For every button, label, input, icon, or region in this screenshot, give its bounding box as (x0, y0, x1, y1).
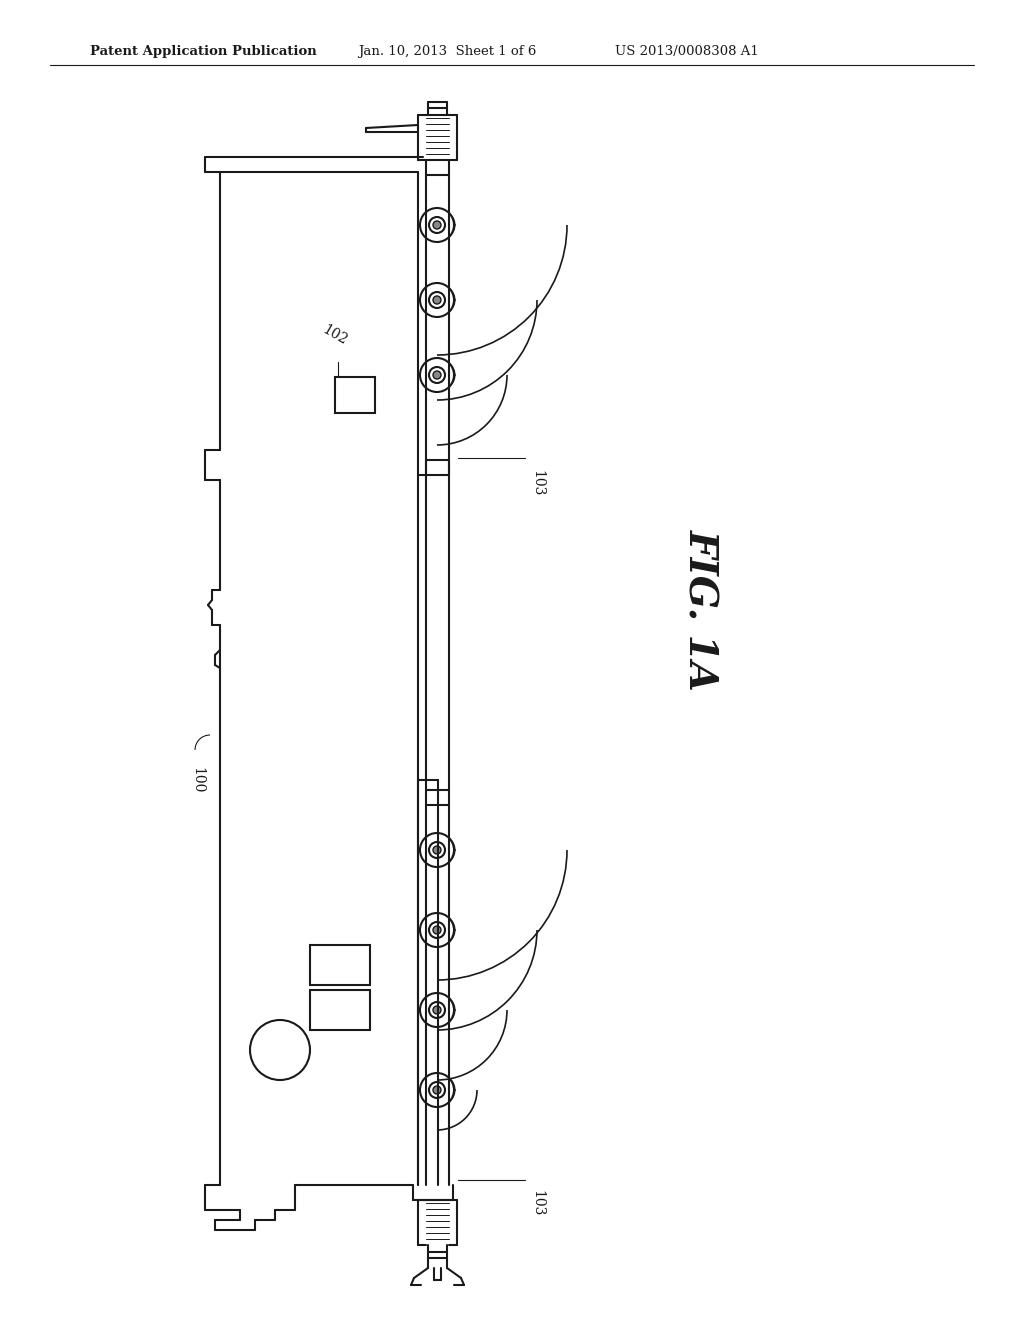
Circle shape (433, 1086, 441, 1094)
Text: Patent Application Publication: Patent Application Publication (90, 45, 316, 58)
Bar (310, 945, 370, 985)
Circle shape (433, 846, 441, 854)
Text: 103: 103 (530, 470, 544, 496)
Text: FIG. 1A: FIG. 1A (681, 529, 719, 690)
Bar (335, 378, 375, 413)
Text: 103: 103 (530, 1191, 544, 1216)
Bar (310, 990, 370, 1030)
Text: Jan. 10, 2013  Sheet 1 of 6: Jan. 10, 2013 Sheet 1 of 6 (358, 45, 537, 58)
Circle shape (433, 1006, 441, 1014)
Circle shape (433, 220, 441, 228)
Text: 100: 100 (190, 767, 204, 793)
Circle shape (433, 927, 441, 935)
Text: US 2013/0008308 A1: US 2013/0008308 A1 (615, 45, 759, 58)
Circle shape (433, 296, 441, 304)
Text: 102: 102 (319, 322, 350, 348)
Circle shape (433, 371, 441, 379)
